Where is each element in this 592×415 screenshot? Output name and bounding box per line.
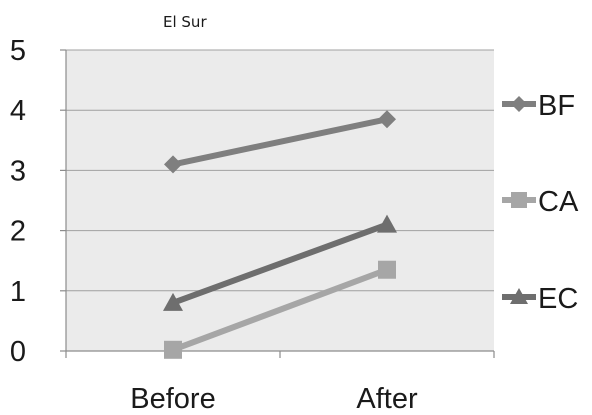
legend-marker-ca: [511, 192, 527, 208]
x-tick-label-after: After: [356, 383, 418, 415]
series-line-ca: [170, 266, 390, 353]
legend-label-ec: EC: [538, 283, 578, 315]
plot-area: [66, 50, 494, 351]
legend-marker-bf: [511, 96, 527, 112]
y-tick-label-2: 2: [10, 216, 26, 248]
y-tick-label-4: 4: [10, 95, 26, 127]
y-tick-label-5: 5: [10, 35, 26, 67]
y-tick-label-0: 0: [10, 336, 26, 368]
series-line-bf: [170, 116, 390, 168]
point-bf-after: [378, 110, 396, 129]
legend-label-bf: BF: [538, 90, 575, 122]
series-line-ec: [170, 221, 390, 306]
point-bf-before: [164, 155, 182, 174]
legend-label-ca: CA: [538, 186, 579, 218]
point-ec-before: [163, 292, 183, 311]
y-tick-label-1: 1: [10, 276, 26, 308]
x-tick-label-before: Before: [130, 383, 215, 415]
y-tick-label-3: 3: [10, 155, 26, 187]
chart-title: El Sur: [163, 13, 207, 31]
point-ec-after: [377, 214, 397, 233]
point-ca-before: [164, 340, 182, 359]
point-ca-after: [378, 260, 396, 279]
legend-marker-ec: [510, 288, 528, 304]
